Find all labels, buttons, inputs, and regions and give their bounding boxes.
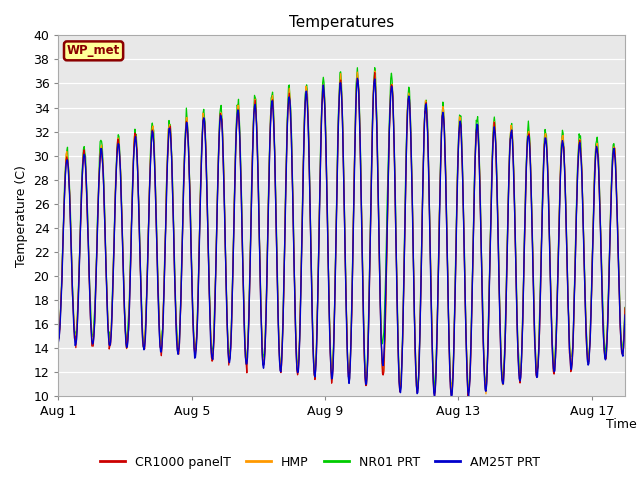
HMP: [482, 391, 490, 397]
Line: NR01 PRT: NR01 PRT: [58, 68, 625, 392]
NR01 PRT: [489, 134, 497, 140]
NR01 PRT: [397, 386, 404, 392]
CR1000 panelT: [371, 70, 379, 75]
Line: AM25T PRT: AM25T PRT: [58, 78, 625, 396]
CR1000 panelT: [431, 393, 438, 399]
HMP: [170, 207, 177, 213]
CR1000 panelT: [621, 305, 629, 311]
HMP: [131, 133, 139, 139]
HMP: [371, 68, 379, 74]
AM25T PRT: [54, 339, 62, 345]
NR01 PRT: [170, 202, 177, 208]
AM25T PRT: [131, 136, 139, 142]
CR1000 panelT: [54, 334, 62, 340]
Line: CR1000 panelT: CR1000 panelT: [58, 72, 625, 396]
AM25T PRT: [170, 208, 177, 214]
CR1000 panelT: [119, 260, 127, 266]
CR1000 panelT: [170, 207, 177, 213]
NR01 PRT: [119, 255, 127, 261]
CR1000 panelT: [489, 143, 497, 149]
AM25T PRT: [353, 75, 361, 81]
AM25T PRT: [119, 263, 127, 269]
NR01 PRT: [371, 65, 379, 71]
AM25T PRT: [621, 312, 629, 318]
NR01 PRT: [621, 304, 629, 310]
CR1000 panelT: [397, 386, 404, 392]
AM25T PRT: [431, 393, 438, 399]
Legend: CR1000 panelT, HMP, NR01 PRT, AM25T PRT: CR1000 panelT, HMP, NR01 PRT, AM25T PRT: [95, 451, 545, 474]
X-axis label: Time: Time: [605, 418, 636, 431]
Title: Temperatures: Temperatures: [289, 15, 394, 30]
HMP: [621, 307, 629, 313]
HMP: [119, 255, 127, 261]
AM25T PRT: [489, 140, 497, 146]
HMP: [397, 385, 404, 391]
CR1000 panelT: [131, 130, 139, 136]
NR01 PRT: [448, 389, 456, 395]
NR01 PRT: [54, 331, 62, 336]
HMP: [348, 303, 356, 309]
HMP: [489, 139, 497, 144]
Text: WP_met: WP_met: [67, 44, 120, 57]
CR1000 panelT: [348, 312, 356, 317]
Line: HMP: HMP: [58, 71, 625, 394]
NR01 PRT: [131, 126, 139, 132]
AM25T PRT: [397, 390, 404, 396]
NR01 PRT: [348, 298, 356, 303]
Y-axis label: Temperature (C): Temperature (C): [15, 165, 28, 267]
AM25T PRT: [348, 304, 356, 310]
HMP: [54, 337, 62, 343]
